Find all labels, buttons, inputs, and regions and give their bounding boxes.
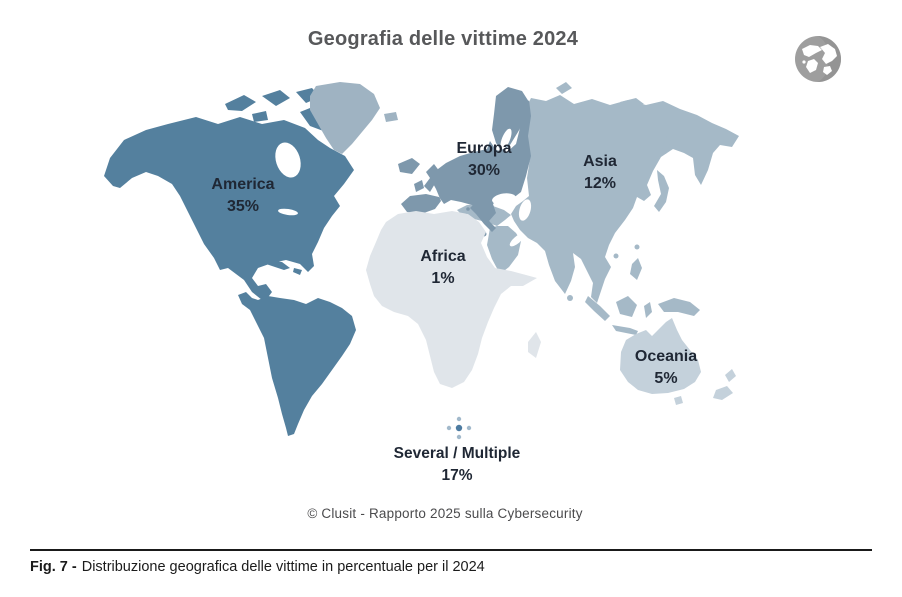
asia-mainland	[511, 95, 739, 303]
italy	[470, 204, 496, 232]
ireland	[414, 180, 424, 192]
arabian-peninsula	[487, 226, 521, 274]
persian-gulf	[509, 233, 525, 247]
region-label-europa: Europa 30%	[456, 138, 511, 182]
south-america	[238, 292, 356, 436]
borneo	[616, 296, 637, 317]
madagascar	[528, 332, 541, 358]
region-name: Oceania	[634, 348, 698, 365]
sulawesi	[644, 302, 652, 318]
globe-icon	[795, 36, 841, 82]
region-label-oceania: Oceania 5%	[635, 346, 697, 390]
region-percentage: 5%	[654, 370, 678, 387]
taiwan	[634, 244, 640, 250]
novaya-zemlya	[556, 82, 644, 108]
globe-land	[802, 44, 837, 75]
australia	[620, 318, 701, 394]
hainan	[613, 253, 619, 259]
caribbean-islands	[262, 259, 302, 275]
figure-separator: -	[71, 559, 77, 575]
caption-divider	[30, 549, 872, 551]
region-percentage: 30%	[467, 162, 501, 179]
hudson-bay	[275, 142, 301, 178]
scandinavia	[492, 87, 529, 152]
region-label-asia: Asia 12%	[583, 151, 617, 195]
new-zealand-north	[725, 369, 736, 382]
continent-america	[104, 88, 356, 436]
sri-lanka	[567, 295, 573, 301]
region-percentage: 1%	[431, 270, 455, 287]
new-guinea	[658, 298, 700, 316]
figure-number: Fig. 7	[30, 559, 68, 575]
region-name: Europa	[456, 140, 512, 157]
region-label-america: America 35%	[211, 174, 274, 218]
continent-europe	[398, 87, 531, 237]
region-percentage: 17%	[441, 467, 473, 484]
region-name: Africa	[420, 248, 466, 265]
region-name: Asia	[583, 153, 617, 170]
philippines	[630, 258, 642, 280]
arctic-islands	[225, 88, 334, 132]
region-percentage: 35%	[226, 198, 260, 215]
africa-mainland	[366, 211, 537, 388]
baltic-sea	[500, 128, 512, 150]
japan	[654, 170, 669, 212]
tasmania	[674, 396, 683, 405]
europe-mainland	[401, 100, 531, 221]
region-name: America	[211, 176, 275, 193]
continent-africa	[366, 211, 541, 388]
sumatra	[585, 296, 610, 321]
great-britain	[424, 164, 440, 192]
inland-seas	[275, 128, 532, 247]
black-sea	[492, 193, 516, 205]
greenland	[310, 82, 398, 154]
region-percentage: 12%	[583, 175, 617, 192]
java	[612, 325, 638, 335]
corsica	[466, 207, 470, 211]
figure-caption-text: Distribuzione geografica delle vittime i…	[81, 559, 485, 575]
chart-title: Geografia delle vittime 2024	[307, 28, 579, 50]
figure-caption: Fig. 7- Distribuzione geografica delle vi…	[30, 559, 890, 575]
region-name: Several / Multiple	[393, 445, 521, 462]
region-label-africa: Africa 1%	[420, 246, 465, 290]
continent-oceania	[620, 318, 736, 405]
north-america	[104, 117, 354, 322]
new-zealand-south	[713, 386, 733, 400]
sakhalin	[662, 136, 671, 154]
great-lakes	[278, 208, 298, 216]
source-copyright: © Clusit - Rapporto 2025 sulla Cybersecu…	[307, 506, 583, 521]
iceland	[398, 158, 420, 174]
region-label-several-multiple: Several / Multiple 17%	[394, 443, 521, 487]
caspian-sea	[518, 199, 532, 221]
dot-cluster-icon	[446, 416, 472, 440]
